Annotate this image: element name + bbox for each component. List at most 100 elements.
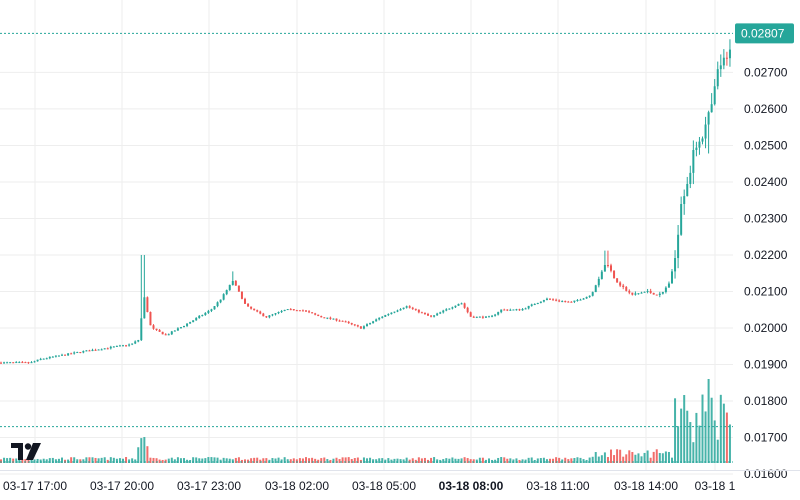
candle-body	[728, 49, 731, 59]
candle-body	[372, 321, 375, 324]
candle-body	[701, 138, 704, 142]
volume-bar	[161, 459, 164, 463]
volume-bar	[430, 457, 433, 463]
volume-bar	[405, 457, 408, 463]
volume-bar	[362, 457, 365, 463]
volume-bar	[582, 459, 585, 463]
volume-bar	[631, 452, 634, 463]
volume-bar	[588, 457, 591, 463]
volume-bar	[88, 457, 91, 463]
volume-bar	[21, 458, 24, 463]
candlesticks	[0, 39, 731, 364]
volume-bar	[42, 458, 45, 463]
candle-body	[628, 290, 631, 293]
volume-bar	[216, 457, 219, 463]
volume-bar	[274, 458, 277, 463]
volume-bar	[369, 457, 372, 463]
candle-body	[274, 313, 277, 315]
candle-body	[704, 124, 707, 139]
volume-bar	[552, 458, 555, 463]
volume-bars	[0, 379, 731, 463]
candle-body	[545, 298, 548, 301]
candle-body	[82, 351, 85, 353]
time-axis[interactable]: 03-17 17:00 03-17 20:00 03-17 23:00 03-18 0…	[0, 470, 800, 494]
candle-body	[118, 345, 121, 347]
volume-bar	[97, 458, 100, 463]
volume-bar	[295, 459, 298, 463]
candle-body	[332, 318, 335, 320]
volume-bar	[707, 379, 710, 463]
volume-bar	[606, 457, 609, 463]
time-tick-label: 03-18 1	[695, 479, 736, 493]
candle-body	[30, 362, 33, 364]
candle-body	[179, 327, 182, 329]
candle-body	[295, 310, 298, 312]
candle-body	[45, 358, 48, 360]
volume-bar	[460, 458, 463, 463]
candle-body	[244, 298, 246, 304]
volume-bar	[527, 457, 530, 463]
volume-bar	[33, 459, 36, 463]
price-tick-label: 0.01700	[744, 431, 788, 445]
volume-bar	[213, 457, 216, 463]
candle-body	[225, 290, 228, 295]
volume-bar	[545, 459, 548, 463]
candle-body	[408, 306, 411, 308]
candle-body	[567, 301, 570, 303]
volume-bar	[91, 457, 94, 463]
candle-body	[85, 350, 88, 352]
volume-bar	[350, 459, 353, 463]
candle-body	[375, 319, 378, 322]
candle-body	[671, 271, 673, 284]
volume-bar	[436, 459, 439, 463]
volume-bar	[667, 451, 670, 463]
volume-bar	[82, 459, 85, 463]
candle-body	[198, 315, 201, 318]
volume-bar	[411, 458, 414, 463]
volume-bar	[725, 412, 728, 463]
candle-body	[503, 309, 506, 311]
volume-bar	[79, 459, 82, 463]
volume-bar	[247, 459, 250, 463]
volume-bar	[73, 457, 76, 463]
candle-body	[606, 265, 609, 267]
price-axis[interactable]: 0.01600 0.01700 0.01800 0.01900 0.02000 0.021…	[744, 65, 788, 481]
volume-bar	[713, 420, 716, 463]
volume-bar	[61, 457, 63, 463]
volume-bar	[728, 424, 731, 463]
volume-bar	[469, 459, 472, 463]
volume-bar	[658, 453, 661, 463]
volume-bar	[533, 459, 536, 463]
volume-bar	[183, 458, 185, 463]
candle-body	[683, 196, 686, 205]
volume-bar	[433, 457, 436, 463]
candle-body	[472, 316, 475, 318]
candle-body	[149, 312, 152, 326]
candle-body	[649, 290, 652, 293]
candle-body	[176, 328, 179, 331]
candle-body	[283, 309, 286, 312]
volume-bar	[664, 451, 667, 463]
volume-bar	[24, 459, 27, 463]
volume-bar	[286, 459, 289, 463]
volume-bar	[466, 458, 469, 463]
candle-body	[436, 313, 439, 316]
candle-body	[36, 359, 39, 362]
volume-bar	[378, 458, 381, 463]
candle-body	[247, 303, 250, 307]
volume-bar	[335, 457, 338, 463]
tradingview-logo-icon[interactable]	[10, 442, 44, 462]
candle-body	[122, 345, 124, 347]
candle-body	[369, 323, 372, 325]
candle-body	[475, 316, 478, 318]
candle-body	[430, 315, 433, 317]
volume-bar	[12, 458, 15, 463]
candle-body	[326, 317, 329, 319]
candle-body	[570, 301, 573, 303]
candle-body	[143, 297, 146, 319]
volume-bar	[445, 458, 448, 463]
candle-body	[658, 293, 661, 295]
volume-bar	[149, 457, 152, 463]
candle-body	[54, 355, 57, 357]
